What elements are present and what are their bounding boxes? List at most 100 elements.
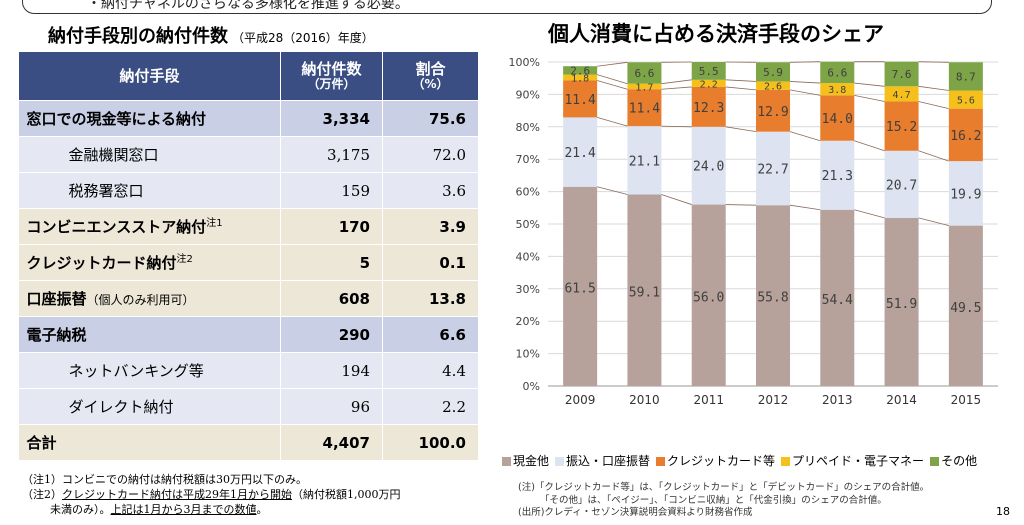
top-banner: ・納付チャネルのさらなる多様化を推進する必要。 [22,0,992,14]
row-count: 5 [280,244,383,281]
series-connector [854,82,885,87]
series-connector [918,101,949,110]
row-label: 電子納税 [18,316,281,353]
data-label: 20.7 [886,178,917,193]
legend-label: 振込・口座振替 [566,454,651,468]
data-label: 24.0 [693,160,724,175]
series-connector [854,94,885,102]
series-connector [725,79,757,82]
table-row: ダイレクト納付 96 2.2 [18,388,479,425]
y-tick-label: 60% [516,186,540,199]
data-label: 8.7 [956,70,976,83]
bar-segment [691,126,726,205]
footnote-2-underline-2: 上記は1月から3月までの数値 [110,503,257,516]
row-ratio: 3.6 [382,172,479,209]
header-ratio-label: 割合 [415,60,446,79]
legend-swatch [781,457,791,466]
series-connector [918,61,949,63]
series-connector [597,117,628,127]
series-connector [789,204,821,211]
table-row: 窓口での現金等による納付 3,334 75.6 [18,100,479,137]
row-ratio: 72.0 [382,136,479,173]
row-label: 金融機関窓口 [18,136,281,173]
bar-segment [563,80,598,118]
data-label: 11.4 [629,102,660,117]
row-count: 170 [280,208,383,245]
data-label: 14.0 [822,112,853,127]
bar-segment [627,126,662,195]
row-ratio: 3.9 [382,208,479,245]
row-count: 159 [280,172,383,209]
data-label: 7.6 [892,68,912,81]
row-ratio: 75.6 [382,100,479,137]
data-label: 1.7 [635,82,653,93]
y-tick-label: 50% [516,218,540,231]
data-label: 16.2 [950,129,981,144]
row-label: 口座振替（個人のみ利用可） [18,280,281,317]
header-method: 納付手段 [18,51,281,101]
bar-segment [756,81,790,90]
x-tick-label: 2010 [629,393,660,407]
row-count: 194 [280,352,383,389]
row-label-text: クレジットカード納付 [26,254,177,272]
footnote-2-end: 。 [256,503,268,516]
bar-segment [948,225,983,386]
legend-swatch [656,457,666,466]
data-label: 4.7 [893,90,911,101]
header-ratio-unit: （%） [412,76,449,91]
footnote-2-prefix: （注2） [22,488,62,501]
row-ratio: 6.6 [382,316,479,353]
series-connector [661,86,692,90]
data-label: 11.4 [564,93,595,108]
header-count-label: 納付件数 [301,60,362,79]
data-label: 22.7 [757,162,788,177]
series-connector [725,204,757,206]
legend-label: クレジットカード等 [667,454,776,468]
data-label: 54.4 [822,293,853,308]
data-label: 3.8 [828,85,846,96]
data-label: 15.2 [886,120,917,135]
series-connector [597,80,628,90]
row-count: 290 [280,316,383,353]
row-ratio: 0.1 [382,244,479,281]
legend-label: 現金他 [513,454,550,468]
footnote-1: （注1）コンビニでの納付は納付税額は30万円以下のみ。 [22,473,307,486]
table-header-row: 納付手段 納付件数 （万件） 割合 （%） [18,51,479,101]
data-label: 49.5 [950,301,981,316]
footnote-2-line2: 未満のみ）。上記は1月から3月までの数値。 [22,502,401,517]
bar-segment [691,86,726,127]
row-label: コンビニエンスストア納付注1 [18,208,281,245]
bar-segment [820,209,855,386]
x-tick-label: 2015 [951,393,982,407]
bar-segment [627,62,662,84]
y-tick-label: 30% [516,283,540,296]
row-label: 合計 [18,424,281,461]
table-subtitle: （平成28（2016）年度） [232,31,374,45]
row-label: ダイレクト納付 [18,388,281,425]
data-label: 51.9 [886,297,917,312]
bar-segment [563,74,598,81]
data-label: 19.9 [950,187,981,202]
series-connector [597,186,628,195]
series-connector [918,85,949,91]
footnote-2-mid: （納付税額1,000万円 [292,488,401,501]
data-label: 2.6 [764,82,782,93]
chart-footnote-3: (出所)クレディ・セゾン決算説明会資料より財務省作成 [518,507,753,518]
series-connector [789,131,821,142]
x-tick-label: 2011 [693,393,724,407]
data-label: 21.1 [629,154,660,169]
legend-label: プリペイド・電子マネー [792,454,925,468]
data-label: 2.2 [700,79,718,90]
payment-method-table: 納付手段 納付件数 （万件） 割合 （%） 窓口での現金等による納付 3,334 7… [18,51,479,461]
table-row: クレジットカード納付注2 5 0.1 [18,244,479,281]
data-label: 5.6 [957,96,975,107]
footnote-2: （注2）クレジットカード納付は平成29年1月から開始（納付税額1,000万円 [22,487,401,502]
row-count: 4,407 [280,424,383,461]
bar-segment [948,108,983,162]
table-row: ネットバンキング等 194 4.4 [18,352,479,389]
row-label: ネットバンキング等 [18,352,281,389]
row-ratio: 4.4 [382,352,479,389]
header-ratio: 割合 （%） [382,51,479,101]
data-label: 6.6 [827,66,847,79]
table-row: 口座振替（個人のみ利用可） 608 13.8 [18,280,479,317]
